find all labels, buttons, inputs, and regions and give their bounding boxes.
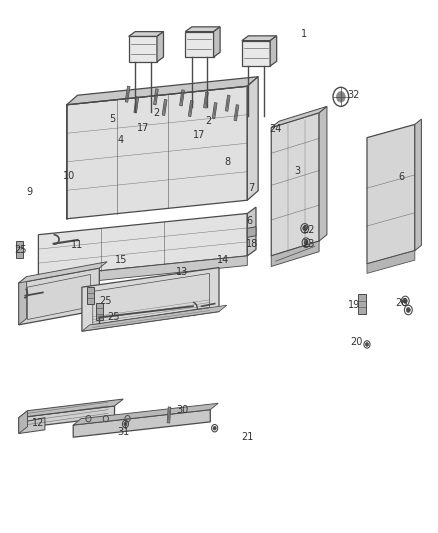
Polygon shape [188,100,193,117]
Polygon shape [129,31,163,36]
Text: 25: 25 [99,296,112,306]
Text: 6: 6 [399,172,405,182]
Circle shape [303,226,307,231]
Polygon shape [242,36,277,41]
Polygon shape [157,31,163,62]
Polygon shape [271,241,319,266]
Polygon shape [185,31,214,57]
Text: 1: 1 [301,29,307,39]
Text: 22: 22 [302,225,314,236]
Text: 8: 8 [225,157,231,167]
Polygon shape [73,403,218,425]
Circle shape [403,298,407,303]
Polygon shape [87,287,94,304]
Text: 24: 24 [269,124,282,134]
Text: 17: 17 [137,123,149,133]
Text: 2: 2 [205,116,211,126]
Polygon shape [415,119,421,251]
Polygon shape [367,124,415,264]
Text: 6: 6 [247,216,253,227]
Text: 25: 25 [107,312,120,322]
Text: 3: 3 [294,166,300,176]
Polygon shape [19,399,123,418]
Polygon shape [234,104,239,121]
Polygon shape [19,406,115,428]
Polygon shape [16,241,23,258]
Polygon shape [96,303,102,319]
Polygon shape [39,256,247,287]
Circle shape [406,308,410,312]
Polygon shape [225,95,230,111]
Text: 19: 19 [348,300,360,310]
Polygon shape [271,107,327,127]
Polygon shape [162,99,167,116]
Polygon shape [67,86,247,219]
Text: 18: 18 [247,239,258,249]
Polygon shape [19,411,28,433]
Text: 26: 26 [396,297,408,308]
Polygon shape [134,96,139,113]
Polygon shape [185,27,220,31]
Polygon shape [247,77,258,200]
Polygon shape [270,36,277,66]
Polygon shape [247,207,256,256]
Text: 7: 7 [248,183,255,193]
Text: 32: 32 [348,90,360,100]
Polygon shape [204,92,208,108]
Text: 30: 30 [176,405,188,415]
Text: 12: 12 [32,418,45,428]
Polygon shape [271,113,319,256]
Polygon shape [212,102,217,119]
Circle shape [213,426,216,430]
Text: 5: 5 [109,114,116,124]
Polygon shape [19,418,45,433]
Polygon shape [358,294,366,314]
Text: 21: 21 [241,432,254,442]
Polygon shape [19,262,107,283]
Polygon shape [153,88,158,105]
Text: 15: 15 [115,255,127,264]
Text: 17: 17 [193,130,205,140]
Text: 9: 9 [27,187,33,197]
Text: 25: 25 [14,245,26,255]
Polygon shape [19,268,99,325]
Text: 4: 4 [118,135,124,146]
Polygon shape [129,36,157,62]
Circle shape [304,240,308,245]
Text: 20: 20 [350,337,362,348]
Polygon shape [19,277,27,325]
Polygon shape [82,305,227,331]
Polygon shape [67,77,258,105]
Text: 31: 31 [117,427,129,437]
Text: 10: 10 [63,172,75,181]
Polygon shape [82,268,219,331]
Circle shape [336,92,345,102]
Polygon shape [167,407,171,423]
Polygon shape [125,86,130,102]
Text: 13: 13 [176,267,188,277]
Text: 23: 23 [302,239,314,249]
Polygon shape [247,227,256,237]
Polygon shape [39,214,247,277]
Circle shape [124,422,127,426]
Polygon shape [180,90,184,106]
Text: 2: 2 [153,108,159,118]
Polygon shape [214,27,220,57]
Text: 11: 11 [71,240,84,251]
Circle shape [365,343,368,346]
Polygon shape [367,251,415,273]
Text: 14: 14 [217,255,230,265]
Polygon shape [73,410,210,437]
Polygon shape [242,41,270,66]
Polygon shape [319,107,327,241]
